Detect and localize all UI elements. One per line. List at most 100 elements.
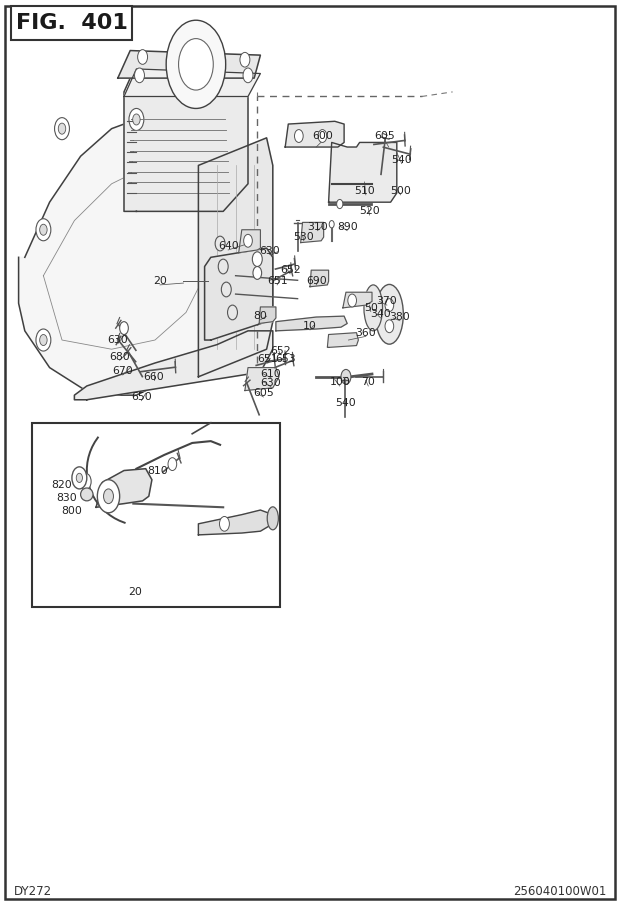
Text: 605: 605 — [253, 389, 274, 398]
Circle shape — [168, 458, 177, 471]
Circle shape — [97, 480, 120, 513]
Polygon shape — [198, 138, 273, 377]
Circle shape — [341, 369, 351, 384]
Polygon shape — [239, 230, 260, 253]
Text: 630: 630 — [107, 335, 128, 345]
Text: DY272: DY272 — [14, 885, 51, 898]
Polygon shape — [343, 292, 372, 308]
Circle shape — [228, 305, 237, 320]
Bar — [32, 423, 280, 607]
Text: 652: 652 — [270, 346, 291, 356]
Circle shape — [40, 224, 47, 235]
Polygon shape — [245, 368, 279, 391]
Text: 650: 650 — [131, 392, 152, 402]
Ellipse shape — [81, 488, 93, 501]
Circle shape — [218, 259, 228, 274]
Circle shape — [104, 489, 113, 504]
Circle shape — [329, 221, 334, 228]
Circle shape — [385, 299, 394, 312]
Text: 630: 630 — [260, 379, 281, 388]
Polygon shape — [259, 307, 276, 323]
Text: 540: 540 — [391, 155, 412, 165]
Circle shape — [166, 20, 226, 108]
Text: 310: 310 — [307, 222, 328, 232]
Circle shape — [385, 320, 394, 333]
Circle shape — [138, 50, 148, 64]
Circle shape — [80, 473, 91, 490]
Text: 100: 100 — [329, 378, 350, 387]
Polygon shape — [301, 222, 324, 243]
Circle shape — [72, 467, 87, 489]
Text: 10: 10 — [303, 322, 317, 331]
Circle shape — [179, 39, 213, 90]
Text: 20: 20 — [128, 587, 142, 596]
Circle shape — [58, 123, 66, 134]
Circle shape — [253, 267, 262, 279]
Circle shape — [240, 52, 250, 67]
Polygon shape — [327, 333, 358, 347]
Text: 890: 890 — [337, 222, 358, 232]
Text: 600: 600 — [312, 131, 333, 141]
Ellipse shape — [376, 284, 403, 344]
Circle shape — [221, 282, 231, 297]
Text: 80: 80 — [254, 312, 267, 321]
Ellipse shape — [364, 285, 383, 331]
Text: 652: 652 — [280, 266, 301, 275]
Text: 50: 50 — [364, 303, 378, 312]
Bar — [11, 6, 132, 40]
Polygon shape — [310, 270, 329, 287]
Circle shape — [133, 114, 140, 125]
Polygon shape — [124, 69, 260, 96]
Text: FIG.  401: FIG. 401 — [16, 13, 128, 33]
Circle shape — [55, 118, 69, 140]
Text: 530: 530 — [293, 233, 314, 242]
Text: 520: 520 — [359, 207, 380, 216]
Circle shape — [318, 130, 327, 142]
Text: 256040100W01: 256040100W01 — [513, 885, 606, 898]
Circle shape — [244, 234, 252, 247]
Circle shape — [129, 108, 144, 130]
Ellipse shape — [267, 506, 278, 529]
Polygon shape — [198, 510, 273, 535]
Text: 340: 340 — [370, 310, 391, 319]
Polygon shape — [285, 121, 344, 147]
Text: 500: 500 — [390, 187, 411, 196]
Text: 653: 653 — [275, 355, 296, 364]
Polygon shape — [118, 51, 260, 78]
Polygon shape — [276, 316, 347, 331]
Text: 540: 540 — [335, 398, 356, 407]
Text: 670: 670 — [112, 367, 133, 376]
Circle shape — [337, 199, 343, 209]
Text: 20: 20 — [153, 277, 167, 286]
Circle shape — [243, 68, 253, 83]
Text: 610: 610 — [260, 369, 281, 379]
Text: 510: 510 — [354, 187, 375, 196]
Text: 651: 651 — [267, 277, 288, 286]
Text: 360: 360 — [355, 328, 376, 337]
Circle shape — [252, 252, 262, 267]
Text: 70: 70 — [361, 378, 375, 387]
Polygon shape — [19, 119, 236, 395]
Circle shape — [40, 335, 47, 346]
Text: 660: 660 — [143, 372, 164, 381]
Circle shape — [348, 294, 356, 307]
Text: 680: 680 — [109, 352, 130, 361]
Text: 651: 651 — [257, 355, 278, 364]
Polygon shape — [74, 331, 273, 400]
Text: 370: 370 — [376, 297, 397, 306]
Circle shape — [294, 130, 303, 142]
Circle shape — [219, 516, 229, 531]
Circle shape — [36, 329, 51, 351]
Polygon shape — [124, 64, 248, 211]
Polygon shape — [96, 469, 152, 507]
Polygon shape — [205, 248, 273, 340]
Text: 830: 830 — [56, 494, 78, 503]
Text: 800: 800 — [61, 506, 82, 516]
Text: 640: 640 — [218, 242, 239, 251]
Circle shape — [76, 473, 82, 482]
Circle shape — [215, 236, 225, 251]
Text: 380: 380 — [389, 312, 410, 322]
Circle shape — [120, 322, 128, 335]
Text: 630: 630 — [259, 246, 280, 255]
Text: 810: 810 — [148, 466, 169, 475]
